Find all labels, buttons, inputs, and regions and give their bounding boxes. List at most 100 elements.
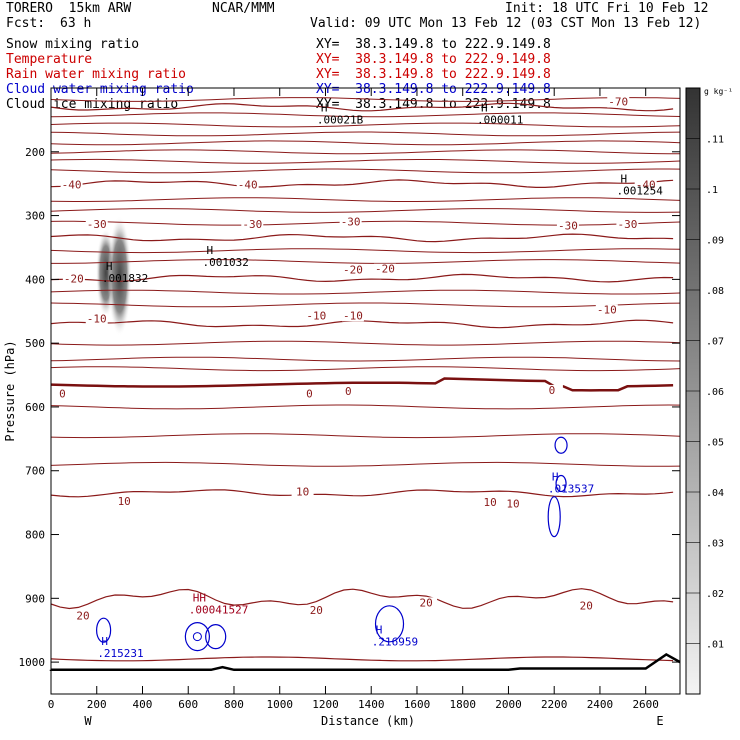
isotherm-label-bg	[415, 597, 438, 609]
colorbar-label: .11	[706, 135, 724, 146]
isotherm-label: -20	[343, 263, 363, 276]
max-value: .00021B	[317, 114, 364, 127]
organization: NCAR/MMM	[212, 1, 275, 16]
isotherm-line	[50, 97, 681, 102]
isotherm-label: 10	[118, 495, 131, 508]
isotherm-label-bg	[236, 179, 259, 191]
x-tick-label: 1000	[266, 698, 293, 711]
isotherm-label: -40	[62, 179, 82, 192]
isotherm-label-bg	[479, 497, 502, 509]
forecast-hour: 63 h	[60, 16, 92, 31]
cloud-water-contour	[547, 496, 561, 538]
isotherm-line	[50, 461, 681, 467]
isotherm-label: -70	[608, 96, 628, 109]
isotherm-label: 20	[580, 600, 593, 613]
cloud-water-contour	[374, 605, 405, 643]
legend-xy-temperature: XY= 38.3.149.8 to 222.9.149.8	[316, 52, 551, 67]
isotherm-line	[50, 404, 681, 410]
isotherm-line	[50, 248, 681, 254]
isotherm-label: -40	[636, 179, 656, 192]
colorbar-label: .08	[706, 286, 724, 297]
y-tick-label: 600	[25, 401, 45, 414]
y-tick-label: 1000	[19, 656, 46, 669]
x-tick-label: 600	[178, 698, 198, 711]
y-tick-label: 800	[25, 529, 45, 542]
y-tick-label: 300	[25, 210, 45, 223]
isotherm-line	[50, 433, 681, 439]
legend-field-snow: Snow mixing ratio	[6, 37, 140, 52]
y-tick-label: 400	[25, 273, 45, 286]
max-marker: H	[481, 102, 488, 115]
isotherm-label: -30	[242, 218, 262, 231]
isotherm--70	[50, 102, 674, 112]
isotherm-line	[50, 220, 681, 226]
isotherm-line	[50, 356, 681, 362]
max-marker: H	[376, 623, 383, 636]
isotherm-line	[50, 366, 681, 372]
isotherm-label-bg	[595, 304, 618, 316]
colorbar-label: .03	[706, 539, 724, 550]
isotherm-label: 0	[59, 388, 66, 401]
max-marker: H	[101, 635, 108, 648]
isotherm-label-bg	[556, 220, 579, 232]
legend-field-cloud-water: Cloud water mixing ratio	[6, 82, 194, 97]
isotherm-label: 10	[484, 496, 497, 509]
x-tick-label: 2600	[632, 698, 659, 711]
isotherm-10	[50, 489, 674, 498]
max-value: .216959	[372, 635, 418, 648]
isotherm-label: -30	[617, 218, 637, 231]
isotherm-label: -10	[343, 309, 363, 322]
cloud-water-contour	[205, 623, 227, 650]
max-marker: H	[106, 260, 113, 273]
colorbar-label: .09	[706, 236, 724, 247]
x-tick-label: 1600	[404, 698, 431, 711]
isotherm-line	[50, 122, 681, 128]
colorbar-unit: g kg⁻¹	[704, 87, 733, 96]
y-axis-label: Pressure (hPa)	[3, 340, 17, 441]
max-value: .00041527	[189, 604, 249, 617]
isotherm-label-bg	[540, 384, 563, 396]
isotherm-label: -10	[597, 304, 617, 317]
isotherm-label-bg	[607, 96, 630, 108]
isotherm-label: -30	[558, 219, 578, 232]
isotherm--20	[50, 273, 674, 283]
colorbar-label: .05	[706, 438, 724, 449]
max-marker: H	[621, 172, 628, 185]
isotherm-20	[50, 588, 674, 610]
x-tick-label: 2000	[495, 698, 522, 711]
isotherm-label: -20	[375, 263, 395, 276]
isotherm-line	[50, 131, 681, 137]
max-marker: H	[552, 470, 559, 483]
isotherm-label-bg	[85, 219, 108, 231]
x-tick-label: 1200	[312, 698, 339, 711]
isotherm-label: 20	[76, 610, 89, 623]
x-tick-label: 1400	[358, 698, 385, 711]
x-tick-label: 0	[48, 698, 55, 711]
isotherm-label: -10	[87, 312, 107, 325]
isotherm-label: -10	[306, 309, 326, 322]
x-axis-label: Distance (km)	[321, 714, 415, 728]
isotherm-line	[50, 158, 681, 164]
isotherm-label-bg	[634, 179, 657, 191]
y-tick-label: 200	[25, 146, 45, 159]
isotherm-line	[50, 208, 681, 213]
isotherm-label: 20	[310, 604, 323, 617]
isotherm-label-bg	[341, 310, 364, 322]
legend-field-rain: Rain water mixing ratio	[6, 67, 187, 82]
colorbar-label: .1	[706, 185, 718, 196]
isotherm-line	[50, 140, 681, 146]
colorbar-label: .06	[706, 387, 724, 398]
isotherm-label-bg	[113, 495, 136, 507]
model-name: TORERO 15km ARW	[6, 1, 132, 16]
y-tick-label: 500	[25, 337, 45, 350]
isotherm-label: 0	[306, 388, 313, 401]
x-tick-label: 2400	[587, 698, 614, 711]
x-tick-label: 2200	[541, 698, 568, 711]
isotherm-label: 20	[419, 596, 432, 609]
isotherm-label-bg	[51, 388, 74, 400]
forecast-label: Fcst:	[6, 16, 46, 31]
colorbar-label: .07	[706, 337, 724, 348]
x-tick-label: 400	[133, 698, 153, 711]
snow-shading	[107, 216, 132, 337]
